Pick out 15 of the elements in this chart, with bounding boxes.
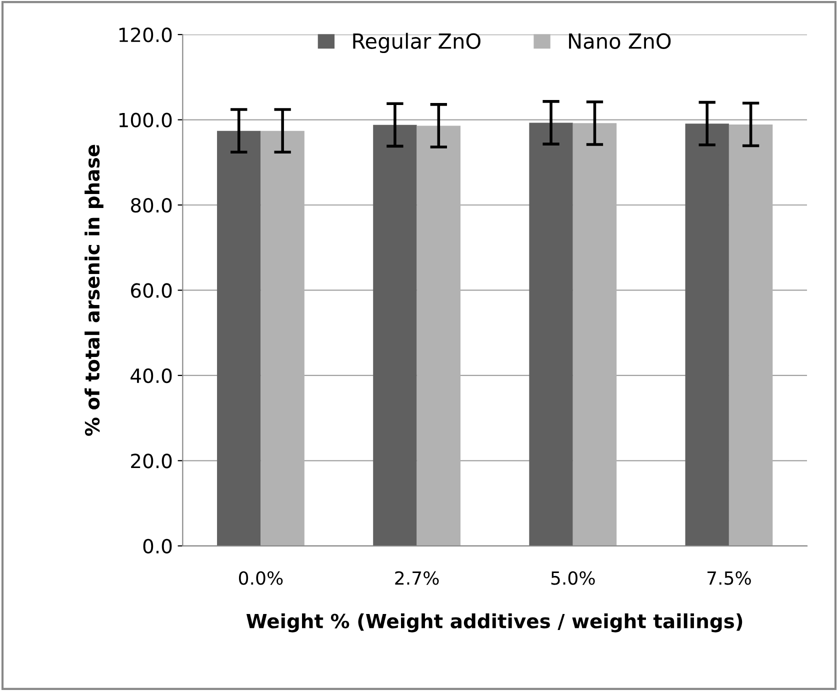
x-tick-label: 0.0% [238,571,283,585]
legend-label: Nano ZnO [569,33,671,49]
x-tick-label: 5.0% [551,571,595,585]
y-tick-label: 120.0 [119,28,172,42]
y-tick-label: 80.0 [130,198,172,213]
y-axis-title: % of total arsenic in phase [84,144,104,436]
y-tick-label: 40.0 [130,368,172,384]
x-tick-label: 2.7% [395,571,439,585]
x-tick-label: 7.5% [708,571,751,585]
y-tick-label: 100.0 [119,112,172,128]
y-tick-label: 60.0 [131,283,172,298]
y-tick-label: 0.0 [143,538,172,554]
legend-label: Regular ZnO [353,32,480,54]
x-axis-title: Weight % (Weight additives / weight tailings) [246,613,742,632]
y-tick-label: 20.0 [131,454,172,468]
